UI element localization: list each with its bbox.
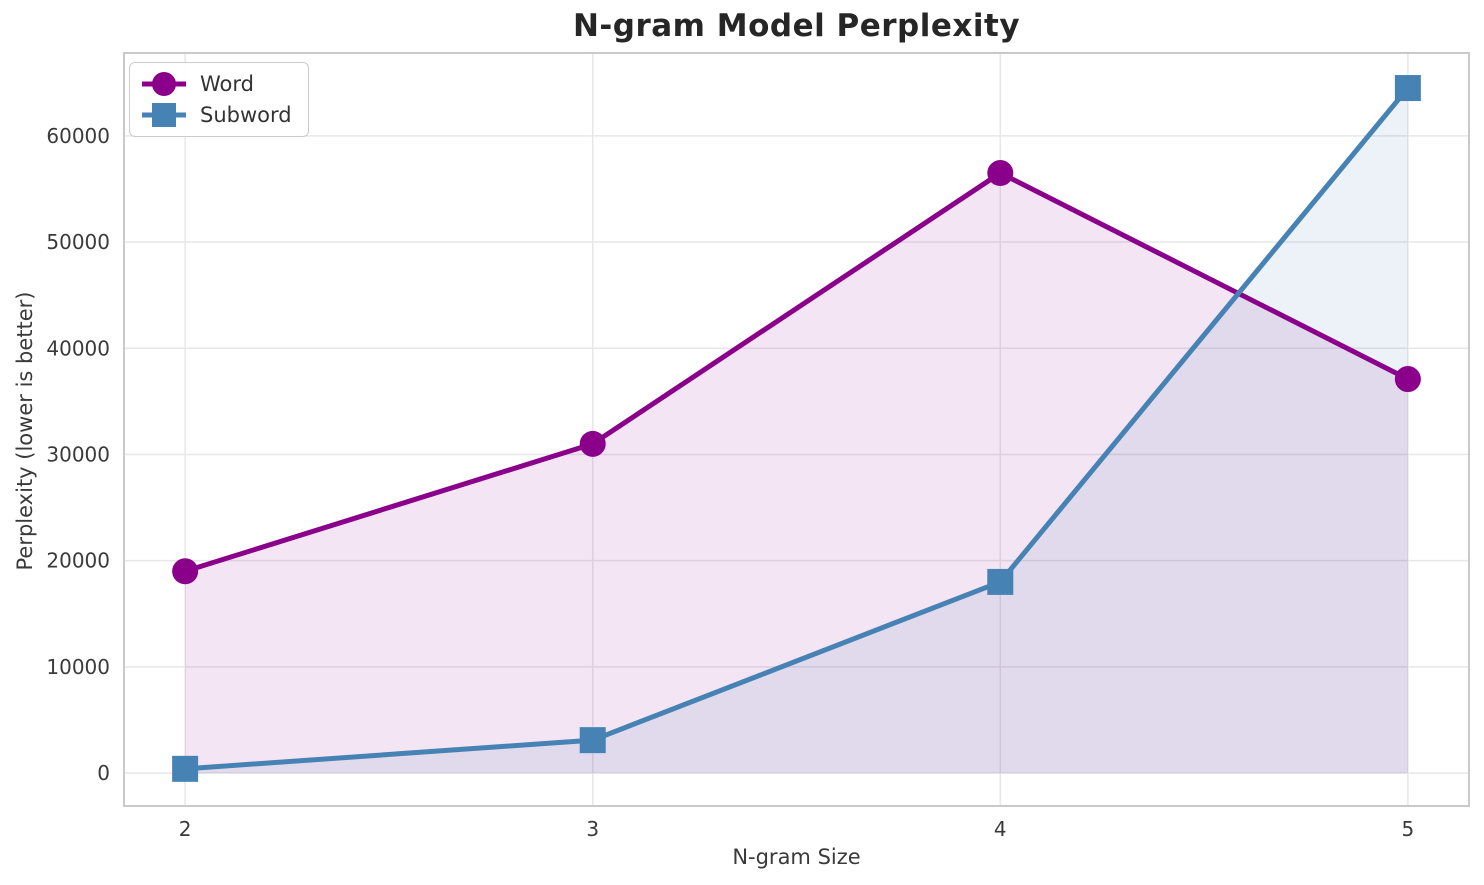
legend-label: Word: [200, 72, 254, 96]
y-tick-label: 40000: [46, 336, 110, 360]
x-tick-label: 3: [586, 817, 599, 841]
legend-label: Subword: [200, 103, 292, 127]
x-tick-label: 4: [994, 817, 1007, 841]
y-tick-label: 30000: [46, 442, 110, 466]
chart-title: N-gram Model Perplexity: [572, 8, 1021, 44]
x-tick-label: 2: [179, 817, 192, 841]
legend: Word Subword: [129, 62, 309, 137]
square-marker-icon: [142, 103, 186, 127]
circle-marker-icon: [142, 72, 186, 96]
word-series-line: [182, 170, 1411, 574]
word-data-point-marker: [987, 160, 1014, 187]
word-data-point-marker: [172, 558, 199, 585]
word-data-point-marker: [1394, 366, 1421, 393]
y-tick-label: 60000: [46, 124, 110, 148]
word-data-point-marker: [579, 430, 606, 457]
y-axis-label: Perplexity (lower is better): [13, 291, 37, 571]
subword-data-point-marker: [1394, 75, 1421, 102]
y-tick-label: 20000: [46, 549, 110, 573]
axes-spines: [123, 52, 1470, 807]
subword-data-point-marker: [987, 568, 1014, 595]
y-tick-label: 50000: [46, 230, 110, 254]
subword-data-point-marker: [579, 727, 606, 754]
y-tick-label: 10000: [46, 655, 110, 679]
subword-data-point-marker: [172, 755, 199, 782]
legend-item-word: Word: [140, 70, 292, 98]
legend-item-subword: Subword: [140, 101, 292, 129]
x-tick-label: 5: [1401, 817, 1414, 841]
word-area-fill: [185, 173, 1408, 774]
subword-area-fill: [185, 88, 1408, 774]
x-axis-label: N-gram Size: [732, 845, 861, 869]
y-tick-label: 0: [97, 761, 110, 785]
subword-series-line: [182, 85, 1411, 772]
